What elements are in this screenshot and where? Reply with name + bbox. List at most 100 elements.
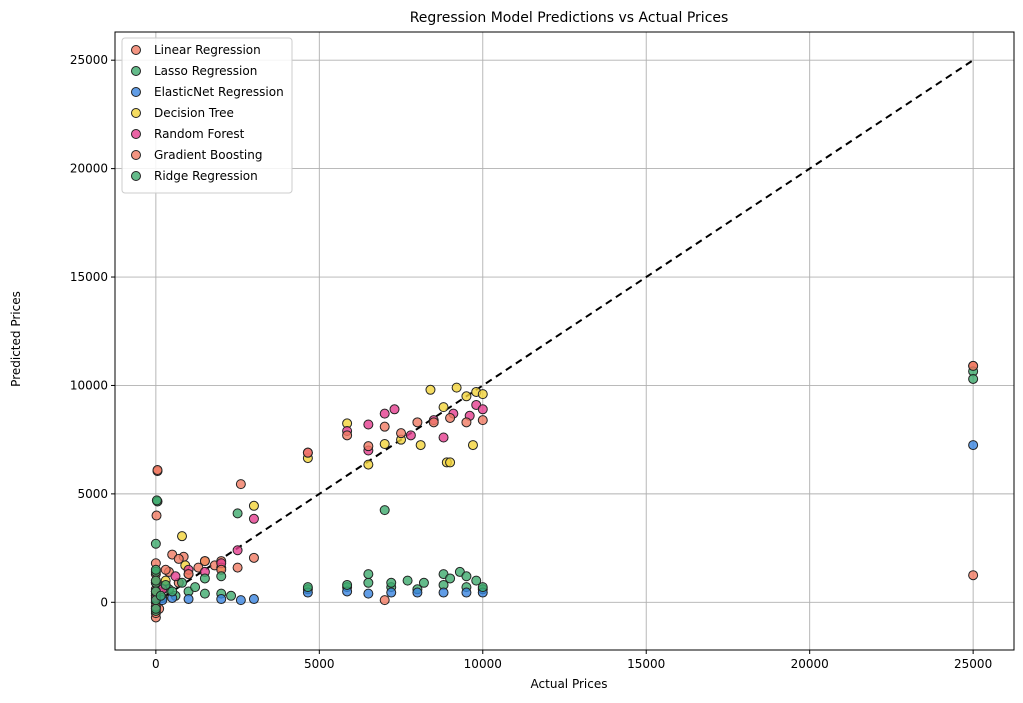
x-tick-label: 0	[152, 657, 160, 671]
data-point	[177, 531, 188, 542]
data-point	[216, 594, 227, 605]
data-point	[415, 440, 426, 451]
series-group	[150, 373, 979, 614]
data-point	[363, 588, 374, 599]
data-point	[461, 417, 472, 428]
data-point	[152, 465, 163, 476]
data-point	[183, 594, 194, 605]
data-point	[438, 432, 449, 443]
data-points-layer	[150, 360, 979, 623]
chart-title: Regression Model Predictions vs Actual P…	[410, 10, 729, 26]
data-point	[363, 441, 374, 452]
y-tick-label: 20000	[70, 162, 108, 176]
y-axis-label: Predicted Prices	[9, 291, 23, 387]
data-point	[150, 538, 161, 549]
y-tick-label: 0	[100, 595, 108, 609]
data-point	[379, 439, 390, 449]
legend-box	[121, 37, 293, 194]
legend-marker	[131, 45, 141, 55]
y-tick-label: 5000	[77, 487, 108, 501]
legend-marker	[131, 108, 141, 118]
legend-label: Linear Regression	[154, 43, 261, 57]
legend-label: Ridge Regression	[154, 169, 258, 183]
data-point	[379, 595, 390, 606]
data-point	[461, 571, 472, 582]
data-point	[402, 575, 413, 586]
data-point	[363, 569, 374, 580]
data-point	[302, 582, 313, 593]
data-point	[232, 545, 243, 556]
data-point	[167, 586, 178, 597]
data-point	[216, 571, 227, 582]
legend-marker	[131, 66, 141, 76]
y-tick-label: 25000	[70, 53, 108, 67]
data-point	[386, 577, 397, 588]
legend-marker	[131, 87, 141, 97]
data-point	[183, 569, 194, 580]
data-point	[232, 562, 243, 573]
data-point	[412, 587, 423, 598]
data-point	[396, 428, 407, 439]
x-tick-label: 20000	[791, 657, 829, 671]
data-point	[438, 402, 449, 413]
data-point	[363, 459, 374, 470]
legend-marker	[131, 129, 141, 139]
data-point	[177, 577, 188, 588]
x-tick-label: 10000	[464, 657, 502, 671]
x-tick-label: 15000	[627, 657, 665, 671]
data-point	[170, 571, 181, 582]
data-point	[477, 404, 488, 415]
data-point	[190, 582, 201, 593]
data-point	[199, 573, 210, 584]
data-point	[438, 587, 449, 598]
data-point	[248, 594, 259, 605]
grid-lines	[115, 32, 1014, 650]
data-point	[151, 510, 162, 521]
y-axis-ticks: 0 5000 10000 15000 20000 25000	[70, 53, 115, 609]
x-tick-label: 5000	[304, 657, 335, 671]
x-tick-label: 25000	[954, 657, 992, 671]
reference-line	[155, 59, 974, 604]
data-point	[445, 573, 456, 584]
data-point	[477, 415, 488, 426]
legend-label: Decision Tree	[154, 106, 234, 120]
data-point	[363, 419, 374, 430]
legend-marker	[131, 171, 141, 181]
data-point	[477, 389, 488, 400]
data-point	[160, 579, 171, 590]
data-point	[199, 588, 210, 599]
data-point	[425, 384, 436, 395]
data-point	[248, 552, 259, 563]
y-tick-label: 10000	[70, 378, 108, 392]
x-axis-ticks: 0 5000 10000 15000 20000 25000	[152, 650, 992, 671]
data-point	[968, 373, 979, 384]
data-point	[968, 360, 979, 371]
data-point	[451, 382, 462, 393]
legend-marker	[131, 150, 141, 160]
data-point	[968, 570, 979, 581]
data-point	[471, 575, 482, 586]
data-point	[418, 577, 429, 588]
data-point	[302, 447, 313, 458]
data-point	[150, 564, 161, 575]
data-point	[173, 553, 184, 564]
x-axis-label: Actual Prices	[531, 677, 608, 691]
data-point	[405, 430, 416, 441]
data-point	[968, 440, 979, 451]
legend: Linear Regression Lasso Regression Elastic…	[121, 37, 293, 194]
data-point	[461, 587, 472, 598]
data-point	[342, 579, 353, 590]
data-point	[226, 590, 237, 601]
data-point	[248, 513, 259, 524]
legend-label: ElasticNet Regression	[154, 85, 284, 99]
data-point	[379, 408, 390, 419]
data-point	[155, 590, 166, 601]
data-point	[248, 500, 259, 511]
data-point	[412, 417, 423, 428]
data-point	[150, 603, 161, 614]
plot-frame	[114, 31, 1015, 651]
data-point	[445, 457, 456, 468]
data-point	[389, 404, 400, 415]
